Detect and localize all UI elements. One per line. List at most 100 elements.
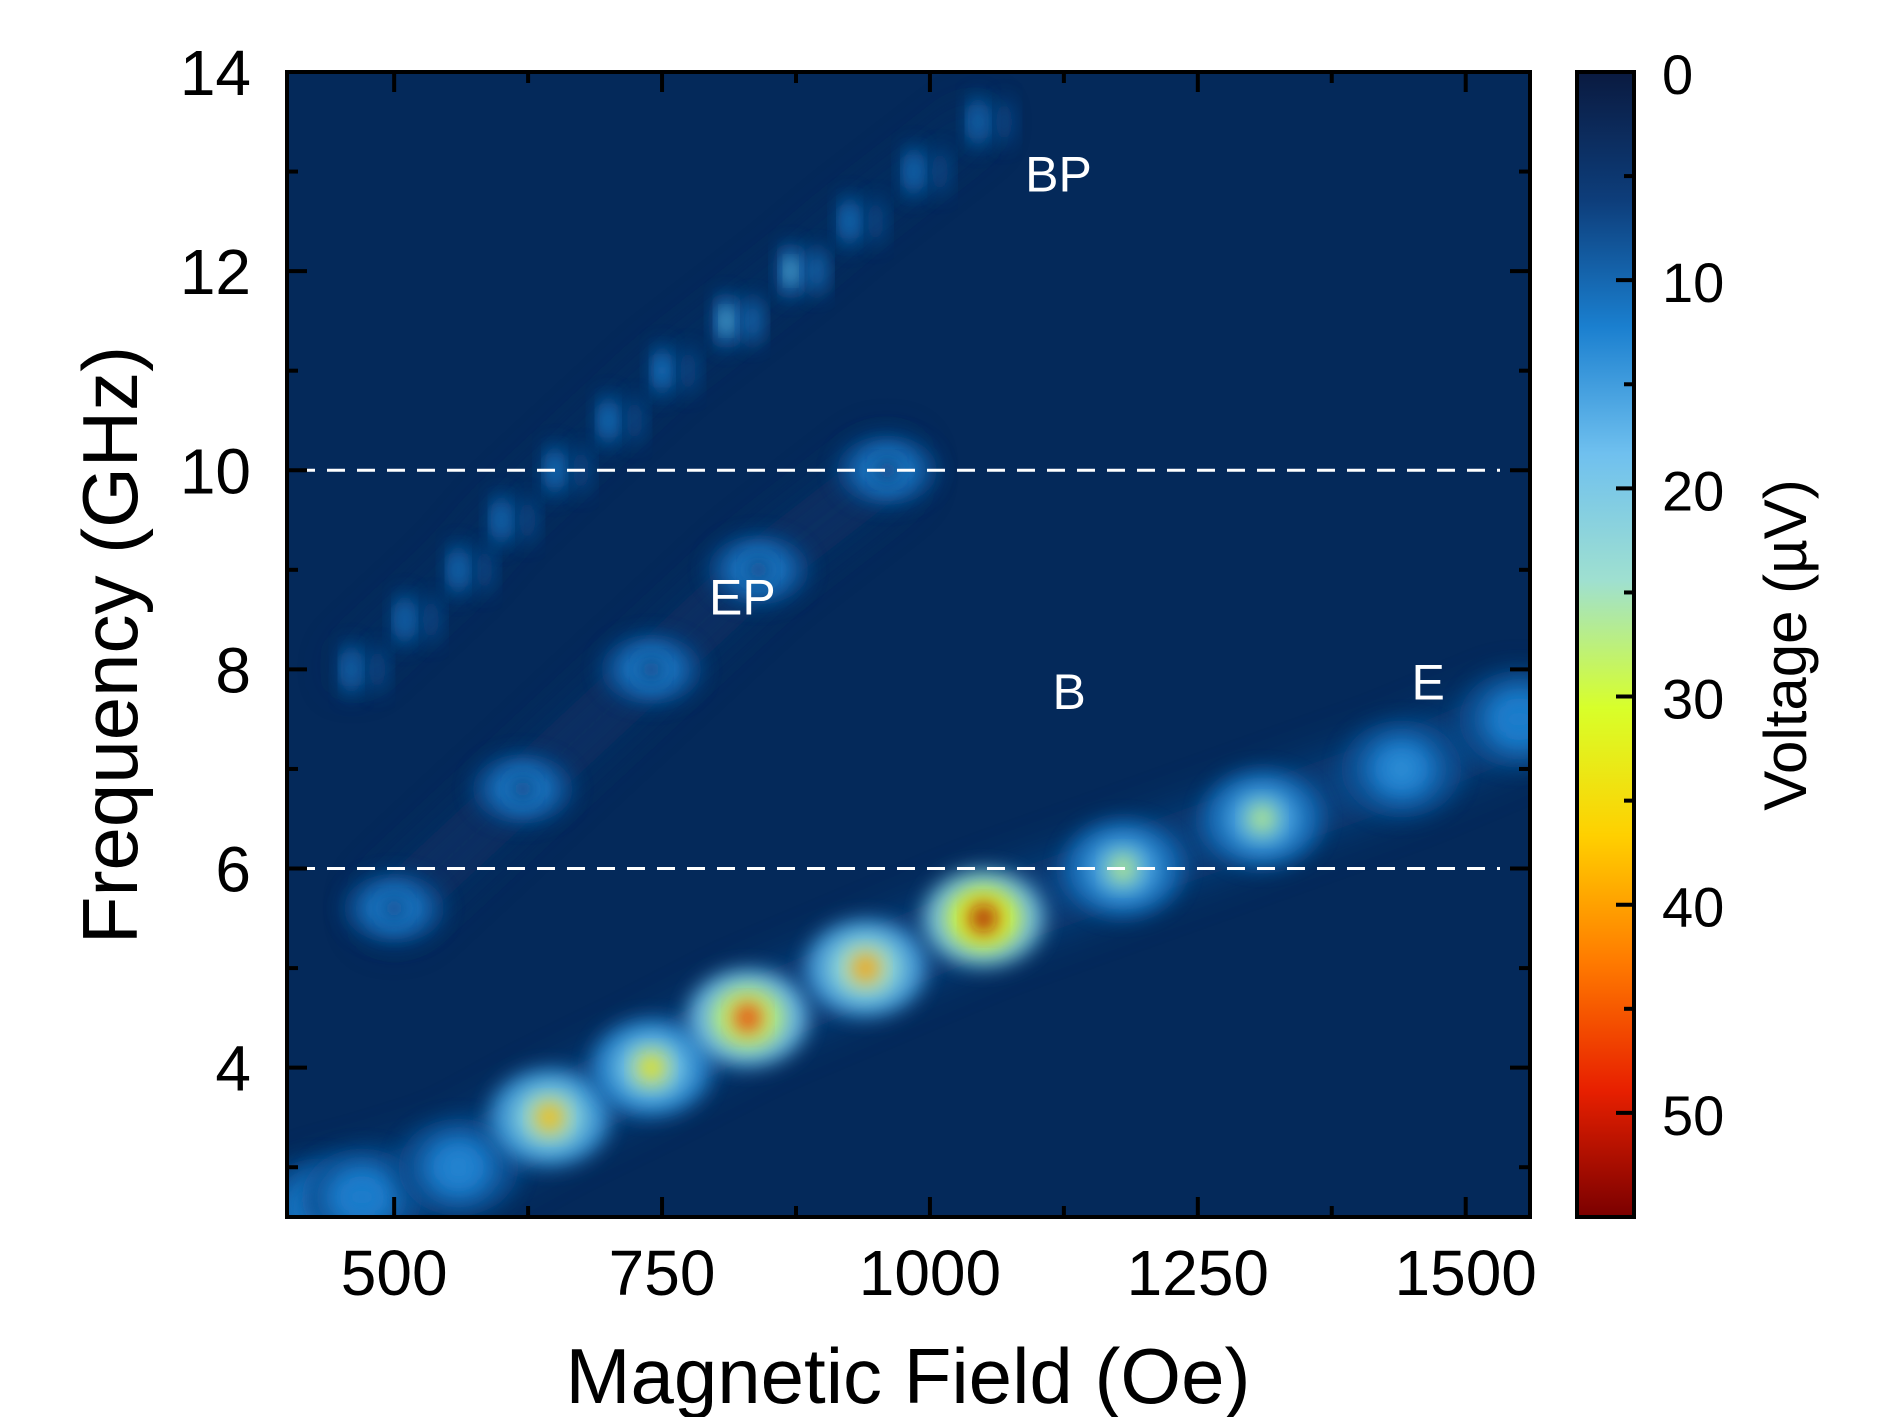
data-point	[398, 1118, 519, 1216]
colorbar-title: Voltage (µV)	[1752, 479, 1819, 810]
colorbar	[1575, 70, 1636, 1219]
data-point	[966, 94, 1014, 150]
x-axis: 500 750 1000 1250 1500	[341, 72, 1537, 1309]
data-point	[447, 542, 494, 598]
y-tick-label: 12	[180, 236, 251, 308]
data-point	[708, 535, 809, 605]
point-core	[1248, 804, 1276, 834]
data-point	[1341, 720, 1462, 818]
data-point	[490, 492, 537, 548]
annotation-label: EP	[709, 570, 776, 626]
data-point	[340, 641, 387, 697]
data-point	[302, 1148, 422, 1217]
point-doublet	[995, 97, 1014, 146]
point-doublet	[679, 346, 698, 395]
y-axis-title: Frequency (GHz)	[66, 346, 154, 944]
point-core	[348, 1182, 376, 1212]
point-doublet	[743, 296, 762, 345]
point-doublet	[421, 595, 440, 644]
colorbar-ticks: 0 10 20 30 40 50	[1616, 43, 1724, 1147]
data-point	[923, 870, 1044, 967]
point-core	[640, 658, 663, 680]
point-doublet	[518, 496, 537, 545]
point-doublet	[625, 396, 644, 445]
point-core	[604, 412, 613, 429]
data-point	[1459, 670, 1530, 768]
colorbar-tick-label: 30	[1662, 668, 1724, 731]
reference-lines	[297, 468, 1500, 871]
data-point	[344, 873, 445, 943]
point-core	[852, 953, 880, 983]
point-core	[1505, 704, 1530, 734]
point-core	[786, 262, 795, 280]
colorbar-tick-label: 0	[1662, 43, 1693, 106]
point-doublet	[930, 147, 949, 196]
data-point	[1202, 770, 1323, 868]
data-point	[838, 193, 885, 249]
point-core	[511, 778, 534, 800]
point-core	[637, 1052, 665, 1083]
data-point	[393, 592, 440, 648]
y-tick-label: 6	[215, 834, 251, 906]
point-core	[497, 511, 506, 529]
y-tick-label: 10	[180, 435, 251, 507]
point-core	[875, 459, 899, 481]
point-core	[974, 113, 983, 131]
point-doublet	[368, 645, 387, 694]
point-core	[1387, 754, 1415, 784]
point-core	[400, 611, 409, 629]
data-point	[597, 392, 644, 449]
point-core	[722, 312, 731, 330]
plot-background	[287, 72, 1530, 1217]
colorbar-tick-label: 50	[1662, 1084, 1724, 1147]
series-ep	[344, 435, 938, 943]
colorbar-tick-label: 20	[1662, 459, 1724, 522]
point-core	[454, 561, 463, 579]
annotations: BP EP B E	[709, 146, 1445, 720]
x-tick-label: 1250	[1127, 1237, 1269, 1309]
series-e	[287, 670, 1530, 1217]
point-core	[970, 903, 997, 934]
x-tick-label: 1500	[1395, 1237, 1537, 1309]
y-axis: 4 6 8 10 12 14	[180, 37, 1530, 1170]
point-doublet	[475, 545, 494, 594]
point-core	[909, 163, 918, 180]
data-point	[837, 435, 938, 505]
point-doublet	[807, 247, 826, 296]
series-bp	[339, 94, 1014, 697]
heatmap-layer	[287, 94, 1530, 1217]
x-tick-label: 500	[341, 1237, 448, 1309]
colorbar-tick-label: 10	[1662, 251, 1724, 314]
x-tick-label: 1000	[859, 1237, 1001, 1309]
x-axis-title: Magnetic Field (Oe)	[566, 1332, 1251, 1417]
point-core	[445, 1152, 472, 1182]
point-core	[536, 1102, 563, 1133]
data-point	[650, 343, 698, 399]
data-point	[779, 243, 826, 299]
point-core	[845, 212, 854, 230]
data-point	[687, 969, 808, 1067]
point-doublet	[866, 197, 885, 246]
data-point	[591, 1019, 712, 1116]
annotation-label: B	[1053, 664, 1086, 720]
y-tick-label: 4	[215, 1033, 251, 1105]
point-core	[734, 1003, 762, 1033]
annotation-label: E	[1412, 654, 1445, 710]
x-tick-label: 750	[609, 1237, 716, 1309]
data-point	[472, 754, 573, 824]
data-point	[805, 919, 926, 1017]
plot-frame	[285, 70, 1532, 1219]
y-tick-label: 8	[215, 634, 251, 706]
point-core	[658, 362, 667, 380]
point-core	[347, 660, 356, 678]
colorbar-tick-label: 40	[1662, 876, 1724, 939]
y-tick-label: 14	[180, 37, 251, 109]
data-point	[715, 293, 762, 349]
point-core	[747, 559, 770, 581]
data-point	[902, 143, 949, 200]
annotation-label: BP	[1025, 146, 1092, 202]
data-point	[489, 1069, 610, 1166]
point-core	[382, 897, 406, 919]
data-point	[601, 634, 702, 704]
